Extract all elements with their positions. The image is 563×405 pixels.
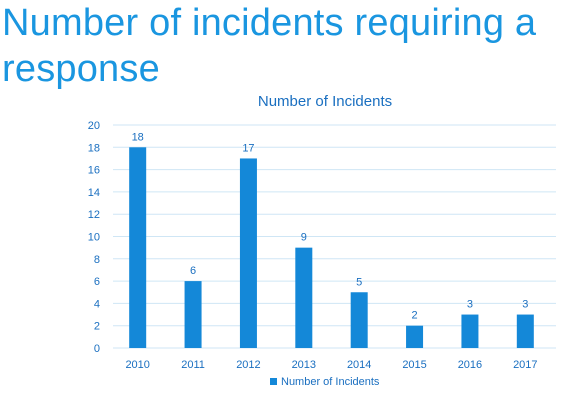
bar-2014 bbox=[350, 292, 368, 348]
y-tick-label: 20 bbox=[88, 120, 100, 132]
legend: Number of Incidents bbox=[270, 376, 380, 388]
data-label-2013: 9 bbox=[301, 232, 307, 244]
data-label-2011: 6 bbox=[190, 265, 196, 277]
data-label-2014: 5 bbox=[356, 276, 362, 288]
y-tick-label: 8 bbox=[94, 254, 100, 266]
x-tick-label: 2010 bbox=[125, 359, 149, 371]
bar-2010 bbox=[129, 147, 147, 348]
x-tick-label: 2015 bbox=[402, 359, 426, 371]
legend-label: Number of Incidents bbox=[281, 376, 380, 388]
bar-2016 bbox=[461, 314, 479, 348]
data-labels: 18 6 17 9 5 2 3 3 bbox=[132, 131, 529, 321]
x-tick-label: 2016 bbox=[458, 359, 482, 371]
gridlines bbox=[113, 124, 556, 349]
x-tick-label: 2013 bbox=[292, 359, 316, 371]
y-tick-label: 12 bbox=[88, 209, 100, 221]
bar-2013 bbox=[295, 247, 313, 348]
y-tick-label: 0 bbox=[94, 343, 100, 355]
data-label-2012: 17 bbox=[242, 142, 254, 154]
chart-title: Number of Incidents bbox=[258, 93, 392, 110]
y-tick-label: 10 bbox=[88, 232, 100, 244]
x-tick-label: 2012 bbox=[236, 359, 260, 371]
y-tick-label: 4 bbox=[94, 298, 100, 310]
bar-2011 bbox=[184, 281, 202, 348]
data-label-2016: 3 bbox=[467, 299, 473, 311]
axes: 0 2 4 6 8 10 12 14 16 18 20 2010 2011 2012 2013 2014 201… bbox=[88, 120, 538, 371]
data-label-2010: 18 bbox=[132, 131, 144, 143]
y-tick-label: 18 bbox=[88, 142, 100, 154]
y-tick-label: 16 bbox=[88, 165, 100, 177]
y-tick-label: 14 bbox=[88, 187, 100, 199]
bar-2015 bbox=[406, 325, 424, 348]
x-tick-label: 2011 bbox=[181, 359, 205, 371]
slide-title: Number of incidents requiring a response bbox=[2, 2, 537, 90]
x-tick-label: 2014 bbox=[347, 359, 371, 371]
bars bbox=[129, 147, 534, 348]
legend-swatch bbox=[270, 378, 277, 385]
y-tick-label: 2 bbox=[94, 321, 100, 333]
bar-2017 bbox=[516, 314, 534, 348]
y-tick-label: 6 bbox=[94, 276, 100, 288]
x-tick-label: 2017 bbox=[513, 359, 537, 371]
data-label-2015: 2 bbox=[412, 310, 418, 322]
data-label-2017: 3 bbox=[522, 299, 528, 311]
bar-2012 bbox=[239, 158, 257, 348]
